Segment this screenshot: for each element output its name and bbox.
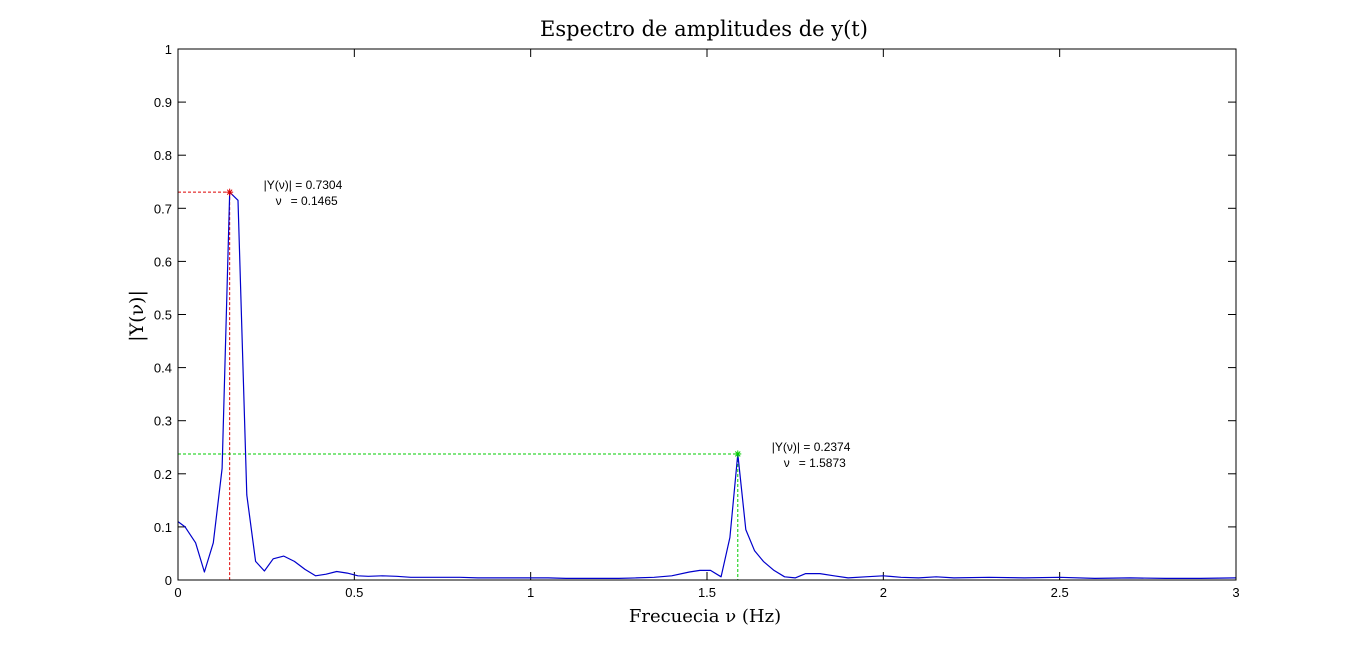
y-tick-label: 0.2	[154, 467, 172, 482]
y-tick-label: 0	[165, 573, 172, 588]
peak-annotations: |Y(ν)| = 0.7304 ν = 0.1465 |Y(ν)| = 0.2374 ν…	[264, 178, 851, 470]
x-tick-label: 0.5	[345, 585, 363, 600]
y-tick-labels: 0 0.1 0.2 0.3 0.4 0.5 0.6 0.7 0.8 0.9 1	[154, 42, 172, 588]
peak-annotation: |Y(ν)| = 0.2374 ν = 1.5873	[772, 440, 851, 470]
x-tick-label: 1.5	[698, 585, 716, 600]
y-tick-label: 0.3	[154, 414, 172, 429]
y-tick-label: 0.9	[154, 95, 172, 110]
x-tick-labels: 0 0.5 1 1.5 2 2.5 3	[174, 585, 1239, 600]
y-tick-label: 0.7	[154, 201, 172, 216]
peak-marker	[734, 450, 742, 458]
y-tick-label: 1	[165, 42, 172, 57]
annotation-guides	[178, 191, 739, 580]
x-tick-label: 2.5	[1051, 585, 1069, 600]
annotation-amplitude: |Y(ν)| = 0.2374	[772, 440, 851, 454]
series-layer	[177, 191, 1237, 580]
annotation-frequency: = 0.1465	[291, 194, 338, 208]
x-tick-label: 3	[1232, 585, 1239, 600]
annotation-nu-symbol: ν	[276, 194, 282, 208]
axes-frame	[177, 48, 1237, 581]
peak-marker	[226, 188, 234, 196]
x-tick-label: 1	[527, 585, 534, 600]
annotation-frequency: = 1.5873	[799, 456, 846, 470]
y-tick-label: 0.6	[154, 254, 172, 269]
annotation-amplitude: |Y(ν)| = 0.7304	[264, 178, 343, 192]
peak-annotation: |Y(ν)| = 0.7304 ν = 0.1465	[264, 178, 343, 208]
peak-markers	[226, 188, 742, 458]
x-tick-label: 0	[174, 585, 181, 600]
x-axis-label: Frecuecia ν (Hz)	[629, 606, 781, 627]
y-tick-label: 0.4	[154, 361, 172, 376]
spectrum-line	[177, 191, 1237, 580]
chart-title: Espectro de amplitudes de y(t)	[540, 17, 868, 41]
y-axis-label: |Y(ν)|	[126, 290, 148, 342]
y-tick-label: 0.5	[154, 308, 172, 323]
y-tick-label: 0.1	[154, 520, 172, 535]
y-tick-label: 0.8	[154, 148, 172, 163]
annotation-nu-symbol: ν	[784, 456, 790, 470]
x-tick-label: 2	[880, 585, 887, 600]
